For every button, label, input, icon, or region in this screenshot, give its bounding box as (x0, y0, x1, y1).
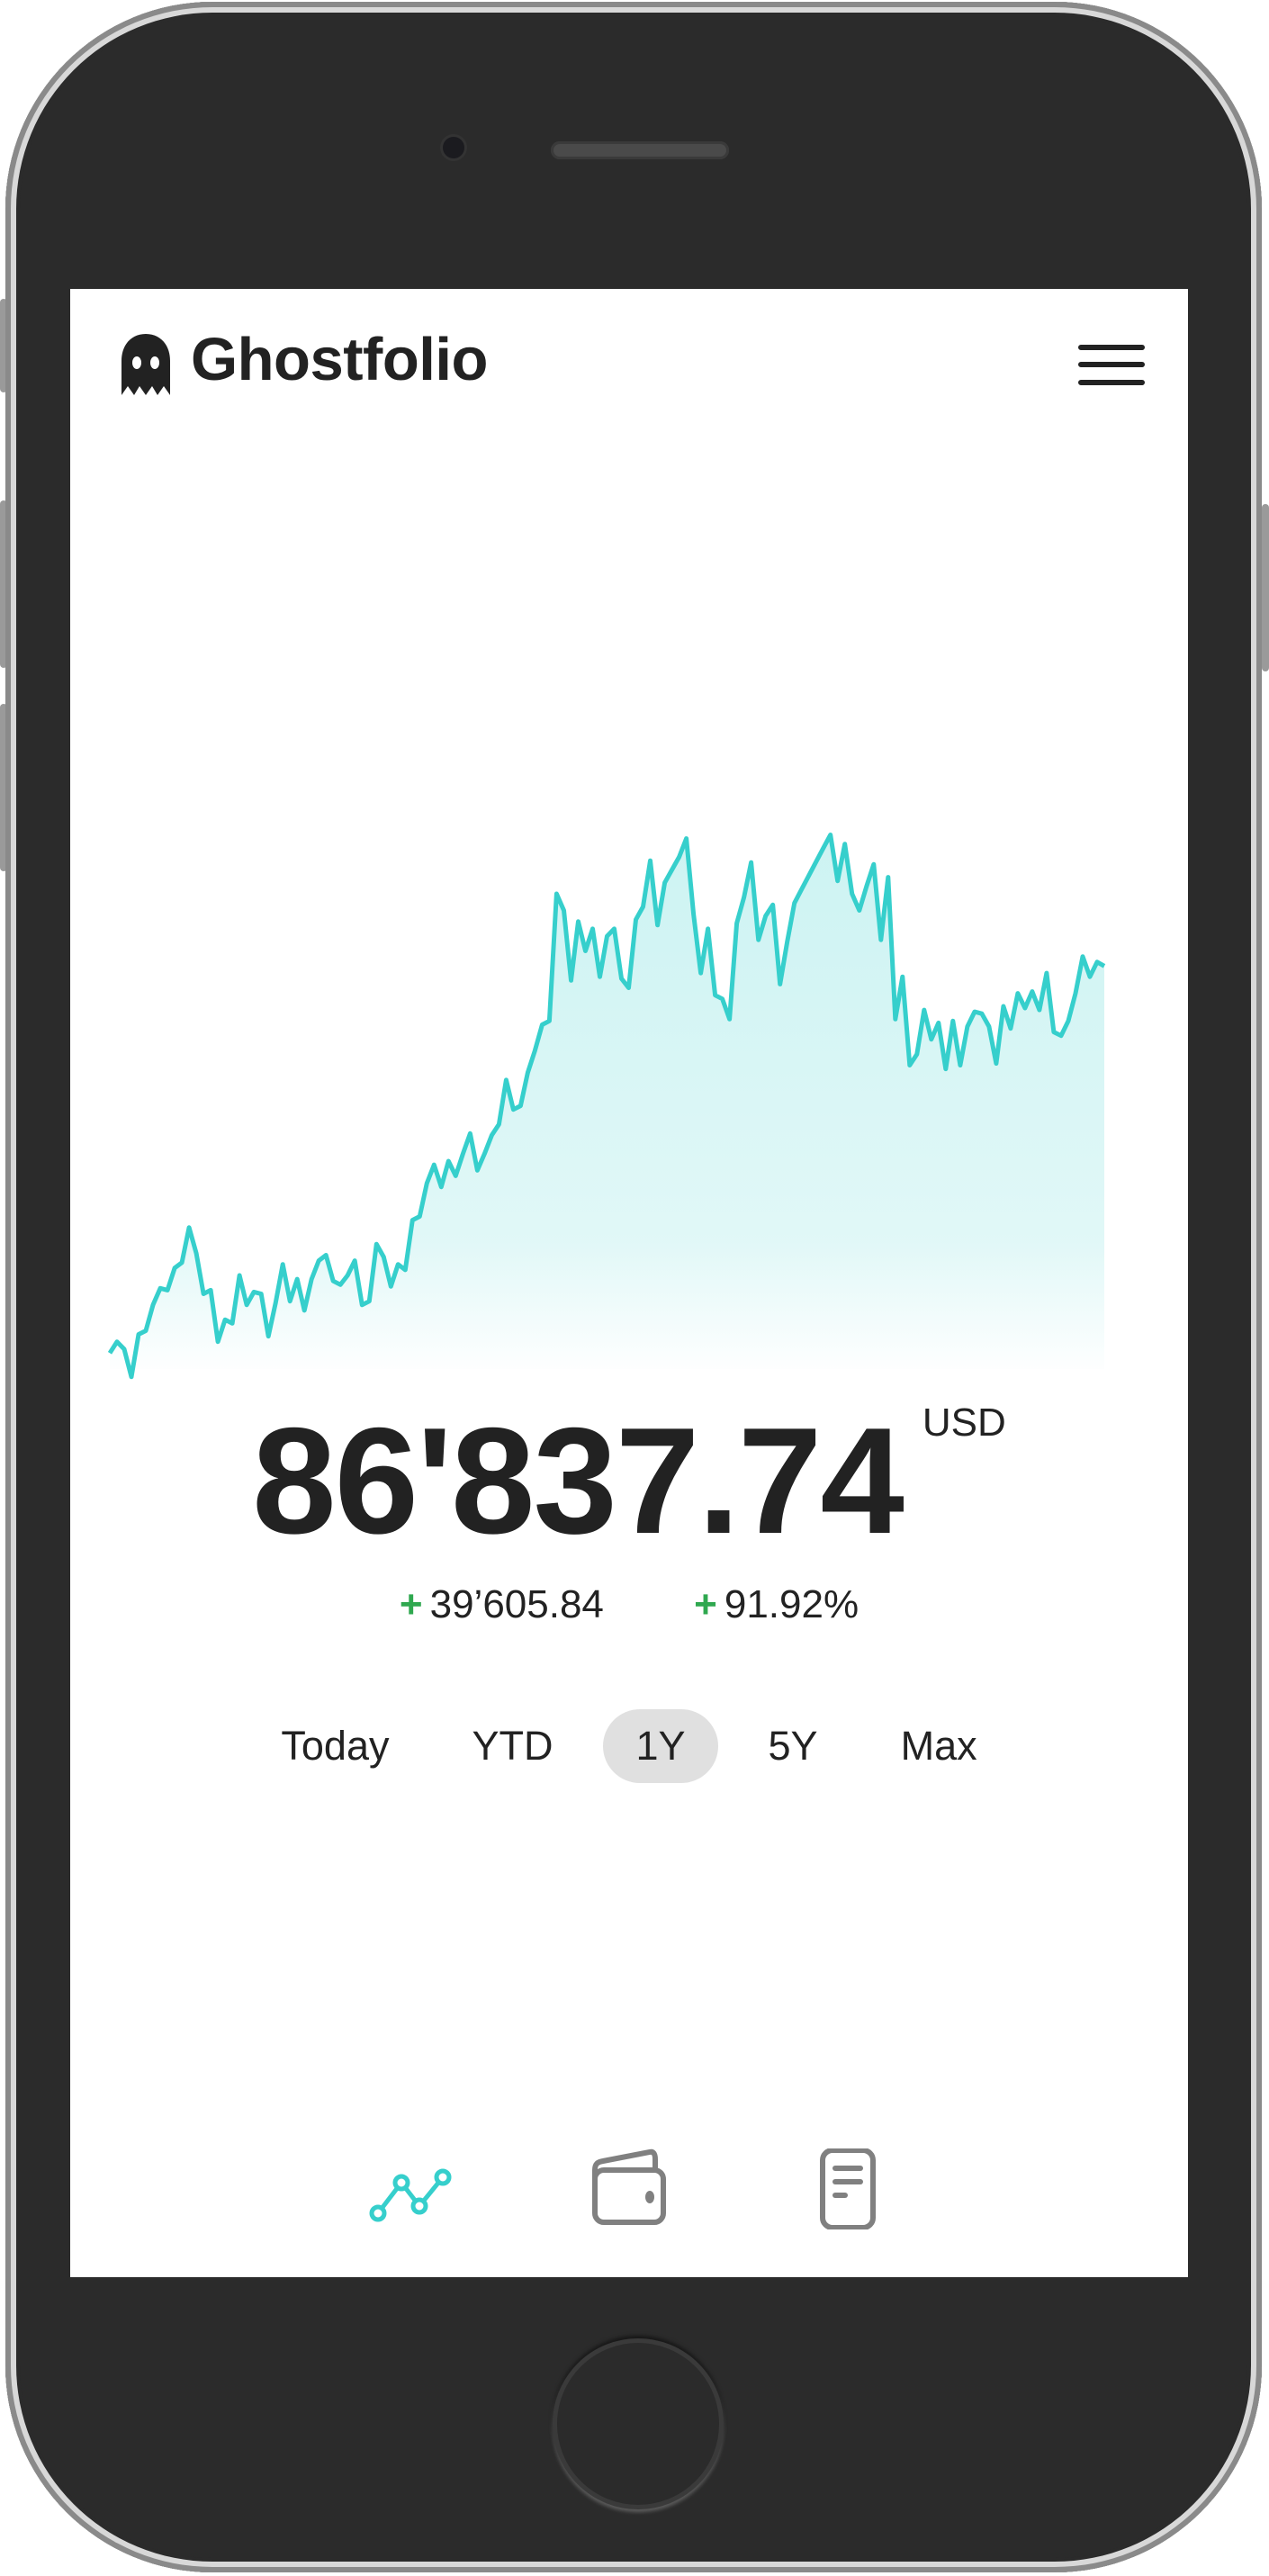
portfolio-performance-chart (107, 833, 1106, 1380)
range-today[interactable]: Today (281, 1723, 390, 1769)
range-1y[interactable]: 1Y (603, 1709, 718, 1783)
currency-label: USD (922, 1401, 1006, 1445)
absolute-change-value: 39’605.84 (429, 1582, 604, 1626)
app-screen: Ghostfolio 86'837.74 USD +39’605.84 +91.… (70, 289, 1188, 2277)
power-button (1262, 504, 1269, 671)
ghost-icon (122, 334, 170, 395)
nav-transactions[interactable] (804, 2148, 890, 2230)
relative-change-value: 91.92% (724, 1582, 860, 1626)
chart-series-line (107, 833, 1106, 1380)
line-chart-icon (369, 2168, 452, 2222)
speaker-grille (551, 141, 729, 159)
wallet-icon (592, 2148, 666, 2225)
front-camera (443, 137, 464, 158)
app-title[interactable]: Ghostfolio (191, 326, 488, 393)
range-max[interactable]: Max (900, 1723, 977, 1769)
absolute-change: +39’605.84 (400, 1582, 604, 1627)
volume-up-button (0, 500, 7, 668)
nav-holdings[interactable] (587, 2148, 673, 2229)
relative-change: +91.92% (694, 1582, 859, 1627)
portfolio-value: 86'837.74 USD (70, 1394, 1188, 1568)
performance-changes: +39’605.84 +91.92% (70, 1582, 1188, 1627)
total-value: 86'837.74 (252, 1396, 904, 1565)
nav-overview[interactable] (369, 2148, 455, 2229)
document-icon (820, 2148, 876, 2230)
plus-sign: + (399, 1582, 423, 1626)
chart-area-fill (110, 834, 1104, 1377)
bottom-navigation (70, 2148, 1188, 2230)
range-ytd[interactable]: YTD (472, 1723, 554, 1769)
home-button[interactable] (553, 2338, 724, 2509)
volume-down-button (0, 704, 7, 871)
plus-sign: + (694, 1582, 717, 1626)
silent-switch (0, 299, 7, 392)
date-range-selector: Today YTD 1Y 5Y Max (70, 1709, 1188, 1783)
hamburger-menu-icon[interactable] (1078, 343, 1145, 386)
range-5y[interactable]: 5Y (768, 1723, 818, 1769)
